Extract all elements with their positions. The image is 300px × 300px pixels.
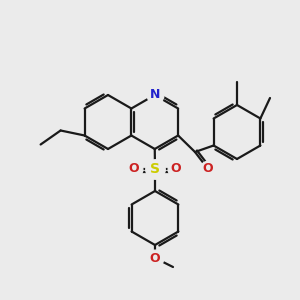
- Text: O: O: [150, 251, 160, 265]
- Text: O: O: [171, 163, 181, 176]
- Text: O: O: [129, 163, 139, 176]
- Text: N: N: [150, 88, 160, 101]
- Text: S: S: [150, 162, 160, 176]
- Text: O: O: [203, 163, 213, 176]
